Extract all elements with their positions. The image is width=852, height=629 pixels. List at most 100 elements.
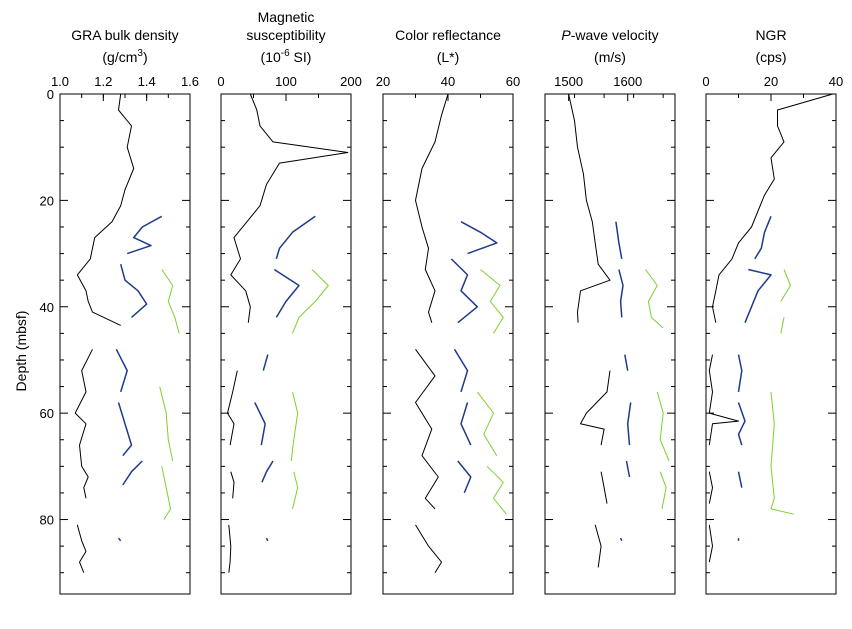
x-tick-label: 1.0 (51, 74, 69, 89)
series-line-hole_a (230, 93, 349, 323)
series-line-hole_a (74, 349, 93, 499)
series-line-hole_b (122, 460, 143, 486)
series-line-hole_a (415, 93, 449, 323)
series-line-hole_c (645, 269, 664, 329)
series-line-hole_a (594, 524, 602, 568)
series-line-hole_c (292, 269, 329, 334)
series-line-hole_b (618, 269, 624, 318)
series-line-hole_a (712, 93, 833, 323)
series-line-hole_c (486, 465, 507, 515)
series-line-hole_b (126, 215, 163, 255)
series-line-hole_a (568, 93, 611, 323)
units-main: (m/s) (594, 49, 626, 65)
panel-title-line2: susceptibility (246, 27, 325, 43)
panel-frame (705, 93, 837, 595)
panel-5: NGR (cps) 0 20 40 (702, 27, 843, 595)
series-line-hole_b (265, 537, 269, 542)
series-line-hole_c (292, 471, 299, 510)
units-main: (cps) (755, 49, 786, 65)
x-tick-label: 1.4 (138, 74, 156, 89)
series-line-hole_c (290, 391, 299, 462)
series-line-hole_b (273, 268, 300, 318)
units-main: (10 (261, 49, 281, 65)
y-tick-label: 20 (40, 193, 54, 208)
series-line-hole_b (737, 471, 743, 488)
x-tick-label: 40 (829, 74, 843, 89)
x-tick-label: 1500 (554, 74, 583, 89)
series-line-hole_c (480, 269, 504, 334)
series-line-hole_b (254, 402, 266, 446)
panel-title: Magnetic (258, 9, 315, 25)
series-line-hole_b (450, 258, 479, 324)
series-line-hole_c (780, 269, 791, 302)
series-line-hole_a (76, 93, 135, 326)
series-line-hole_c (476, 391, 498, 456)
units-superscript: -6 (281, 48, 290, 59)
series-line-hole_a (76, 524, 87, 573)
series-line-hole_b (457, 460, 472, 494)
series-line-hole_b (261, 460, 274, 483)
series-line-hole_c (159, 386, 174, 462)
series-line-hole_c (656, 391, 670, 462)
series-line-hole_b (453, 348, 469, 393)
panel-units: (10-6 SI) (261, 48, 312, 65)
series-line-hole_b (460, 402, 472, 446)
x-tick-label: 0 (702, 74, 709, 89)
y-tick-label: 60 (40, 406, 54, 421)
series-line-hole_c (161, 466, 171, 520)
units-end: ) (143, 49, 148, 65)
panel-units: (m/s) (594, 49, 626, 65)
panel-units: (L*) (437, 49, 460, 65)
x-tick-label: 200 (340, 74, 362, 89)
panel-4: P-wave velocity (m/s) 1500 1600 (544, 27, 676, 595)
series-line-hole_b (626, 402, 632, 446)
panel-1: GRA bulk density (g/cm3) 1.0 1.2 1.4 1.6 0 20 40… (40, 27, 199, 595)
series-line-hole_a (415, 349, 439, 510)
series-line-hole_b (115, 348, 128, 393)
series-line-hole_b (744, 268, 772, 323)
x-tick-label: 1.6 (181, 74, 199, 89)
series-line-hole_a (228, 524, 232, 573)
x-tick-label: 40 (441, 74, 455, 89)
series-line-hole_b (737, 402, 746, 446)
series-line-hole_b (117, 537, 122, 542)
x-tick-label: 20 (764, 74, 778, 89)
panel-title-italic: P (561, 27, 571, 43)
panel-title-text: GRA bulk density (71, 27, 178, 43)
series-line-hole_b (624, 354, 629, 371)
x-tick-label: 0 (217, 74, 224, 89)
series-line-hole_b (117, 402, 133, 457)
units-superscript: 3 (137, 48, 143, 59)
panel-frame (59, 93, 191, 595)
units-main: (L*) (437, 49, 460, 65)
panel-title-text: Magnetic (258, 9, 315, 25)
series-line-hole_a (415, 524, 442, 573)
series-line-hole_c (780, 317, 785, 334)
series-line-hole_a (708, 354, 739, 446)
x-tick-label: 20 (376, 74, 390, 89)
series-line-hole_c (770, 391, 794, 515)
series-line-hole_b (119, 264, 148, 318)
panel-frame (220, 93, 352, 595)
panel-title-text: NGR (755, 27, 786, 43)
depth-axis-label: Depth (mbsf) (13, 311, 29, 392)
series-line-hole_b (262, 354, 269, 371)
panel-frame (544, 93, 676, 595)
panel-title-text: -wave velocity (571, 27, 659, 43)
series-line-hole_a (708, 471, 713, 504)
series-line-hole_b (615, 221, 623, 260)
y-tick-label: 40 (40, 300, 54, 315)
series-line-hole_a (600, 471, 608, 504)
series-line-hole_c (659, 471, 667, 509)
panel-frame (382, 93, 514, 595)
panel-units: (g/cm3) (102, 48, 147, 65)
panel-2: Magnetic susceptibility (10-6 SI) 0 100 200 (217, 9, 362, 595)
panel-title: Color reflectance (395, 27, 501, 43)
series-line-hole_c (161, 269, 180, 334)
series-line-hole_b (460, 221, 498, 255)
y-tick-label: 80 (40, 513, 54, 528)
panel-title-text: Color reflectance (395, 27, 501, 43)
y-tick-label: 0 (47, 87, 54, 102)
panel-3: Color reflectance (L*) 20 40 60 (376, 27, 520, 595)
panel-title: NGR (755, 27, 786, 43)
